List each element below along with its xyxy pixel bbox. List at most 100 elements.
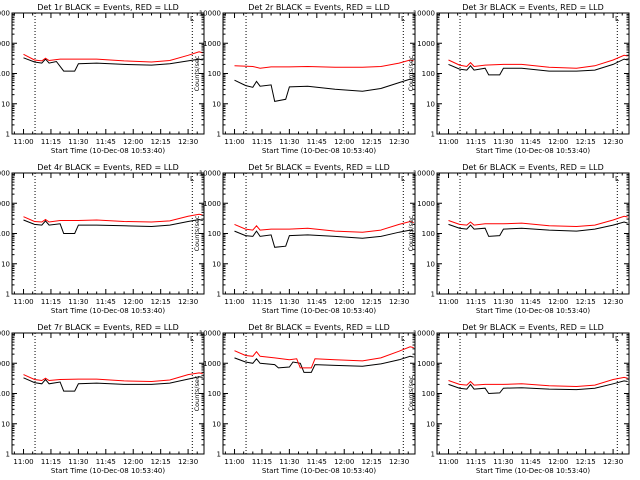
corner-label: L xyxy=(401,335,405,343)
detector-panel-6: Det 6r BLACK = Events, RED = LLD L 1 10 100 1… xyxy=(407,163,630,315)
y-tick-label: 100 xyxy=(208,230,221,238)
y-tick-label: 1000 xyxy=(417,200,435,208)
x-axis-label: Start Time (10-Dec-08 10:53:40) xyxy=(476,467,590,475)
x-tick-label: 12:15 xyxy=(362,298,382,306)
x-tick-label: 11:00 xyxy=(13,138,33,146)
x-tick-label: 11:00 xyxy=(438,458,458,466)
x-tick-label: 12:00 xyxy=(334,458,354,466)
x-axis-label: Start Time (10-Dec-08 10:53:40) xyxy=(262,467,376,475)
x-axis-label: Start Time (10-Dec-08 10:53:40) xyxy=(476,307,590,315)
y-tick-label: 1 xyxy=(217,131,221,139)
y-tick-label: 1 xyxy=(6,131,10,139)
x-tick-label: 12:30 xyxy=(389,298,409,306)
series-line-lld xyxy=(234,220,414,233)
y-tick-label: 100 xyxy=(0,390,10,398)
x-axis-label: Start Time (10-Dec-08 10:53:40) xyxy=(262,147,376,155)
y-tick-label: 1 xyxy=(431,451,435,459)
x-tick-label: 11:30 xyxy=(279,458,299,466)
x-tick-label: 12:00 xyxy=(123,458,143,466)
x-tick-label: 11:00 xyxy=(13,458,33,466)
panel-title: Det 9r BLACK = Events, RED = LLD xyxy=(462,323,604,332)
detector-panel-5: Det 5r BLACK = Events, RED = LLD L 1 10 100 1… xyxy=(193,163,416,315)
x-tick-label: 11:15 xyxy=(41,458,61,466)
y-tick-label: 100 xyxy=(0,230,10,238)
x-tick-label: 12:15 xyxy=(576,138,596,146)
y-tick-label: 10000 xyxy=(0,170,10,178)
y-tick-label: 10 xyxy=(212,100,221,108)
x-tick-label: 11:15 xyxy=(252,458,272,466)
y-tick-label: 10 xyxy=(212,420,221,428)
x-tick-label: 12:30 xyxy=(603,138,623,146)
x-tick-label: 11:45 xyxy=(521,138,541,146)
corner-label: L xyxy=(401,15,405,23)
x-tick-label: 11:00 xyxy=(224,138,244,146)
y-tick-label: 1000 xyxy=(203,40,221,48)
x-tick-label: 11:30 xyxy=(279,298,299,306)
y-tick-label: 10 xyxy=(1,420,10,428)
plot-frame xyxy=(436,172,630,295)
x-tick-label: 12:15 xyxy=(576,458,596,466)
y-tick-label: 1 xyxy=(431,291,435,299)
y-tick-label: 100 xyxy=(208,390,221,398)
y-tick-label: 1 xyxy=(6,451,10,459)
plot-frame xyxy=(436,332,630,455)
x-tick-label: 11:15 xyxy=(252,138,272,146)
y-tick-label: 10000 xyxy=(413,330,435,338)
series-line-lld xyxy=(23,51,203,63)
detector-panel-9: Det 9r BLACK = Events, RED = LLD L 1 10 100 1… xyxy=(407,323,630,475)
x-tick-label: 11:00 xyxy=(224,298,244,306)
x-tick-label: 12:15 xyxy=(576,298,596,306)
x-tick-label: 11:45 xyxy=(96,298,116,306)
y-tick-label: 10000 xyxy=(199,330,221,338)
y-tick-label: 1 xyxy=(217,291,221,299)
x-axis-label: Start Time (10-Dec-08 10:53:40) xyxy=(51,307,165,315)
x-tick-label: 11:30 xyxy=(68,458,88,466)
detector-panel-2: Det 2r BLACK = Events, RED = LLD L 1 10 100 1… xyxy=(193,3,416,155)
x-tick-label: 12:30 xyxy=(603,458,623,466)
x-tick-label: 12:00 xyxy=(548,458,568,466)
panel-title: Det 6r BLACK = Events, RED = LLD xyxy=(462,163,604,172)
x-tick-label: 11:00 xyxy=(438,298,458,306)
x-tick-label: 11:00 xyxy=(224,458,244,466)
x-tick-label: 11:45 xyxy=(307,138,327,146)
x-tick-label: 12:30 xyxy=(178,458,198,466)
y-tick-label: 100 xyxy=(0,70,10,78)
y-tick-label: 1 xyxy=(217,451,221,459)
detector-panel-3: Det 3r BLACK = Events, RED = LLD L 1 10 100 1… xyxy=(407,3,630,155)
series-line-events xyxy=(234,355,414,373)
panel-title: Det 3r BLACK = Events, RED = LLD xyxy=(462,3,604,12)
x-tick-label: 12:00 xyxy=(123,298,143,306)
corner-label: L xyxy=(615,335,619,343)
x-tick-label: 12:00 xyxy=(548,138,568,146)
corner-label: L xyxy=(190,15,194,23)
y-tick-label: 10 xyxy=(1,260,10,268)
panel-title: Det 8r BLACK = Events, RED = LLD xyxy=(248,323,390,332)
x-tick-label: 11:15 xyxy=(41,298,61,306)
series-line-lld xyxy=(23,213,203,223)
panel-title: Det 4r BLACK = Events, RED = LLD xyxy=(37,163,179,172)
x-tick-label: 11:15 xyxy=(41,138,61,146)
y-axis-label: Counts/sec xyxy=(407,375,415,411)
x-tick-label: 12:15 xyxy=(151,138,171,146)
series-line-lld xyxy=(448,215,628,228)
x-tick-label: 11:45 xyxy=(521,298,541,306)
series-line-lld xyxy=(234,59,414,69)
detector-panel-7: Det 7r BLACK = Events, RED = LLD L 1 10 100 1… xyxy=(0,323,205,475)
x-tick-label: 12:30 xyxy=(603,298,623,306)
x-tick-label: 11:15 xyxy=(466,138,486,146)
panel-title: Det 7r BLACK = Events, RED = LLD xyxy=(37,323,179,332)
y-tick-label: 10 xyxy=(212,260,221,268)
y-tick-label: 100 xyxy=(208,70,221,78)
x-tick-label: 11:45 xyxy=(307,298,327,306)
x-tick-label: 11:30 xyxy=(493,298,513,306)
x-tick-label: 12:15 xyxy=(151,458,171,466)
x-tick-label: 11:45 xyxy=(96,138,116,146)
y-axis-label: Counts/sec xyxy=(193,55,201,91)
detector-panel-1: Det 1r BLACK = Events, RED = LLD L 1 10 100 1… xyxy=(0,3,205,155)
y-axis-label: Counts/sec xyxy=(407,215,415,251)
x-tick-label: 11:00 xyxy=(438,138,458,146)
panel-title: Det 1r BLACK = Events, RED = LLD xyxy=(37,3,179,12)
y-tick-label: 1000 xyxy=(203,360,221,368)
x-tick-label: 11:45 xyxy=(521,458,541,466)
